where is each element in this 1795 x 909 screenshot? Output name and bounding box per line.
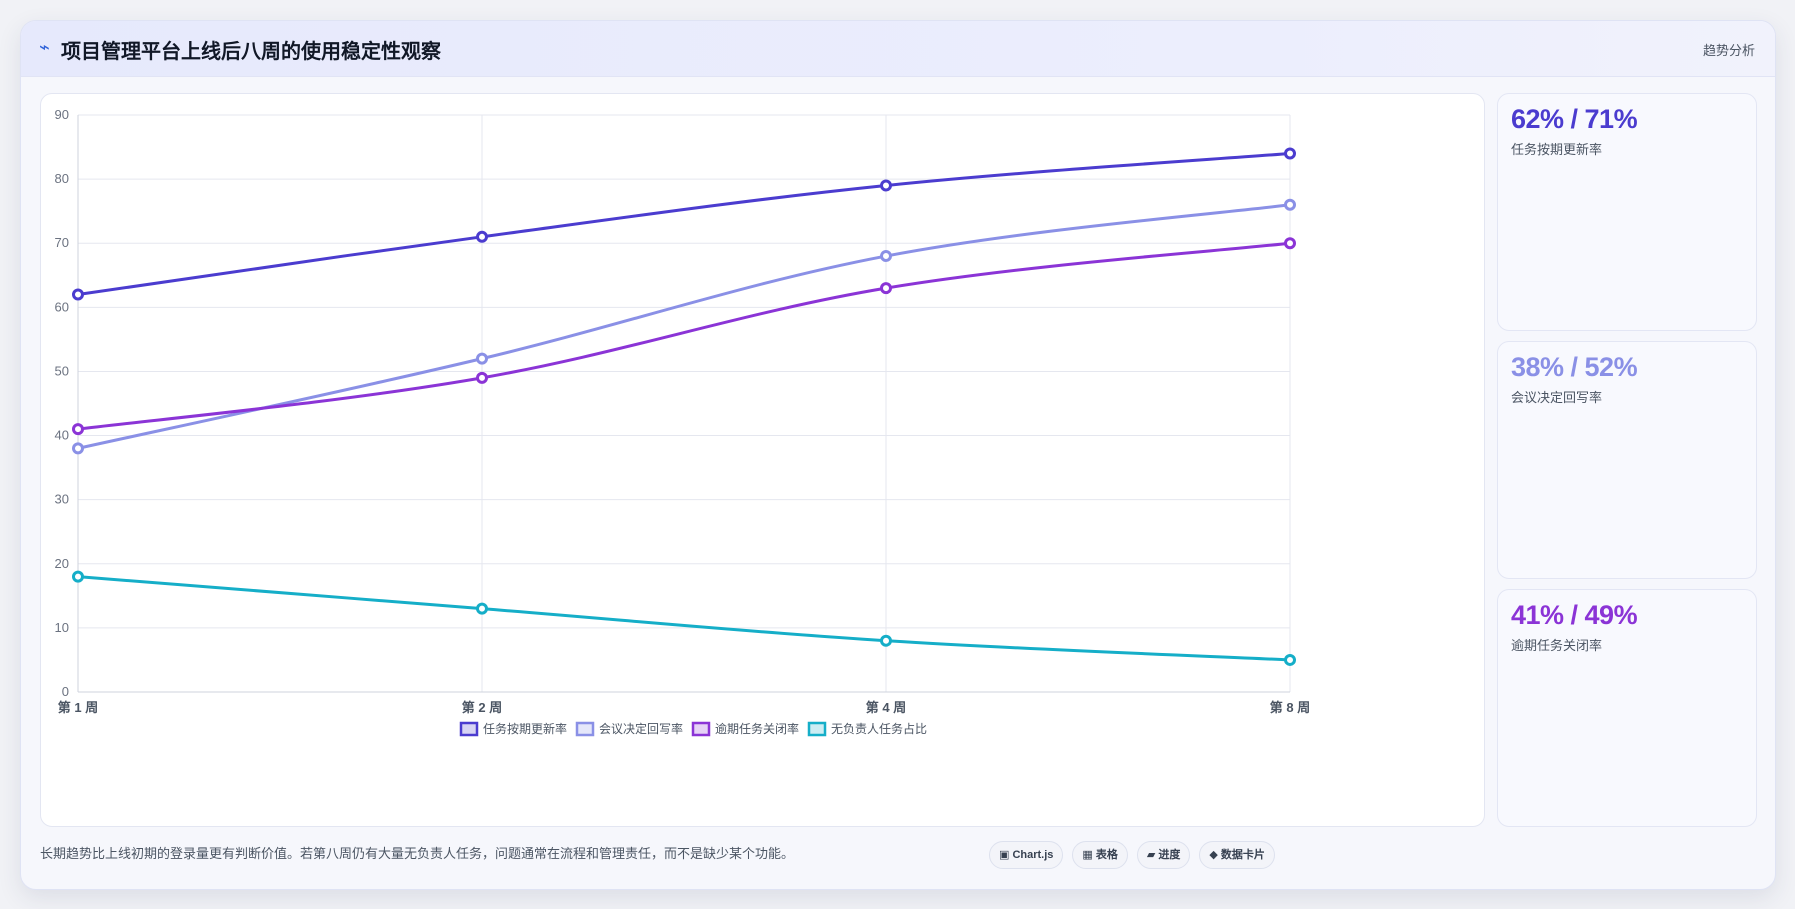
chip-progress[interactable]: ▰ 进度 <box>1136 841 1191 869</box>
chip-row: ▣ Chart.js ▦ 表格 ▰ 进度 ◆ 数据卡片 <box>989 841 1275 869</box>
line-chart: 0 10 20 30 40 50 60 70 80 90 第 1 周 第 2 周 第 4 周 第 8 周任… <box>55 107 1310 737</box>
stat-value: 38% / 52% <box>1511 352 1638 382</box>
stat-value: 62% / 71% <box>1511 104 1638 134</box>
y-tick-label: 40 <box>55 428 69 443</box>
y-tick-label: 60 <box>55 299 69 314</box>
chip-chartjs[interactable]: ▣ Chart.js <box>989 841 1064 869</box>
data-point <box>1284 653 1296 666</box>
legend-label: 逾期任务关闭率 <box>715 721 799 736</box>
footnote: 长期趋势比上线初期的登录量更有判断价值。若第八周仍有大量无负责人任务，问题通常在… <box>40 846 795 861</box>
x-tick-label: 第 2 周 <box>462 700 502 715</box>
y-tick-label: 10 <box>55 620 69 635</box>
series-line-3 <box>77 575 1291 662</box>
y-tick-label: 30 <box>55 492 69 507</box>
data-point <box>1284 198 1296 211</box>
data-point <box>880 250 892 263</box>
data-point <box>476 602 488 615</box>
x-tick-label: 第 1 周 <box>58 700 98 715</box>
dashboard-card: ⌁ 项目管理平台上线后八周的使用稳定性观察 趋势分析 0 10 20 30 40 50 60… <box>20 20 1776 890</box>
stat-card-overdue-close: 41% / 49% 逾期任务关闭率 <box>1497 589 1757 827</box>
data-point <box>880 634 892 647</box>
series-line-2 <box>77 241 1291 431</box>
y-tick-label: 20 <box>55 556 69 571</box>
y-tick-label: 0 <box>62 684 69 699</box>
legend-swatch <box>691 721 711 737</box>
chip-table[interactable]: ▦ 表格 <box>1072 841 1128 869</box>
legend-swatch <box>459 721 479 737</box>
stat-value: 41% / 49% <box>1511 600 1638 630</box>
stat-label: 任务按期更新率 <box>1511 142 1603 157</box>
legend-label: 会议决定回写率 <box>599 721 683 736</box>
data-point <box>72 423 84 436</box>
chip-data-card[interactable]: ◆ 数据卡片 <box>1199 841 1275 869</box>
legend-swatch <box>807 721 827 737</box>
legend-label: 任务按期更新率 <box>483 721 567 736</box>
y-tick-label: 50 <box>55 363 69 378</box>
stat-card-meeting-writeback: 38% / 52% 会议决定回写率 <box>1497 341 1757 579</box>
header-tag: 趋势分析 <box>1702 43 1755 58</box>
stat-label: 会议决定回写率 <box>1511 390 1603 405</box>
data-point <box>476 230 488 243</box>
data-point <box>72 570 84 583</box>
series-line-1 <box>77 203 1291 450</box>
page-title: 项目管理平台上线后八周的使用稳定性观察 <box>61 41 441 63</box>
y-tick-label: 70 <box>55 235 69 250</box>
series-line-0 <box>77 151 1291 296</box>
chart-panel: 0 10 20 30 40 50 60 70 80 90 第 1 周 第 2 周 第 4 周 第 8 周任… <box>40 93 1485 827</box>
x-tick-label: 第 8 周 <box>1270 700 1310 715</box>
legend-label: 无负责人任务占比 <box>831 721 927 736</box>
stat-label: 逾期任务关闭率 <box>1511 638 1603 653</box>
legend-swatch <box>575 721 595 737</box>
data-point <box>1284 237 1296 250</box>
header-bar: ⌁ 项目管理平台上线后八周的使用稳定性观察 趋势分析 <box>21 21 1775 77</box>
stat-card-task-update: 62% / 71% 任务按期更新率 <box>1497 93 1757 331</box>
data-point <box>880 179 892 192</box>
data-point <box>72 442 84 455</box>
data-point <box>1284 147 1296 160</box>
data-point <box>880 282 892 295</box>
y-tick-label: 80 <box>55 171 69 186</box>
data-point <box>72 288 84 301</box>
x-tick-label: 第 4 周 <box>866 700 906 715</box>
data-point <box>476 352 488 365</box>
y-tick-label: 90 <box>55 107 69 122</box>
data-point <box>476 371 488 384</box>
trend-icon: ⌁ <box>39 37 50 57</box>
